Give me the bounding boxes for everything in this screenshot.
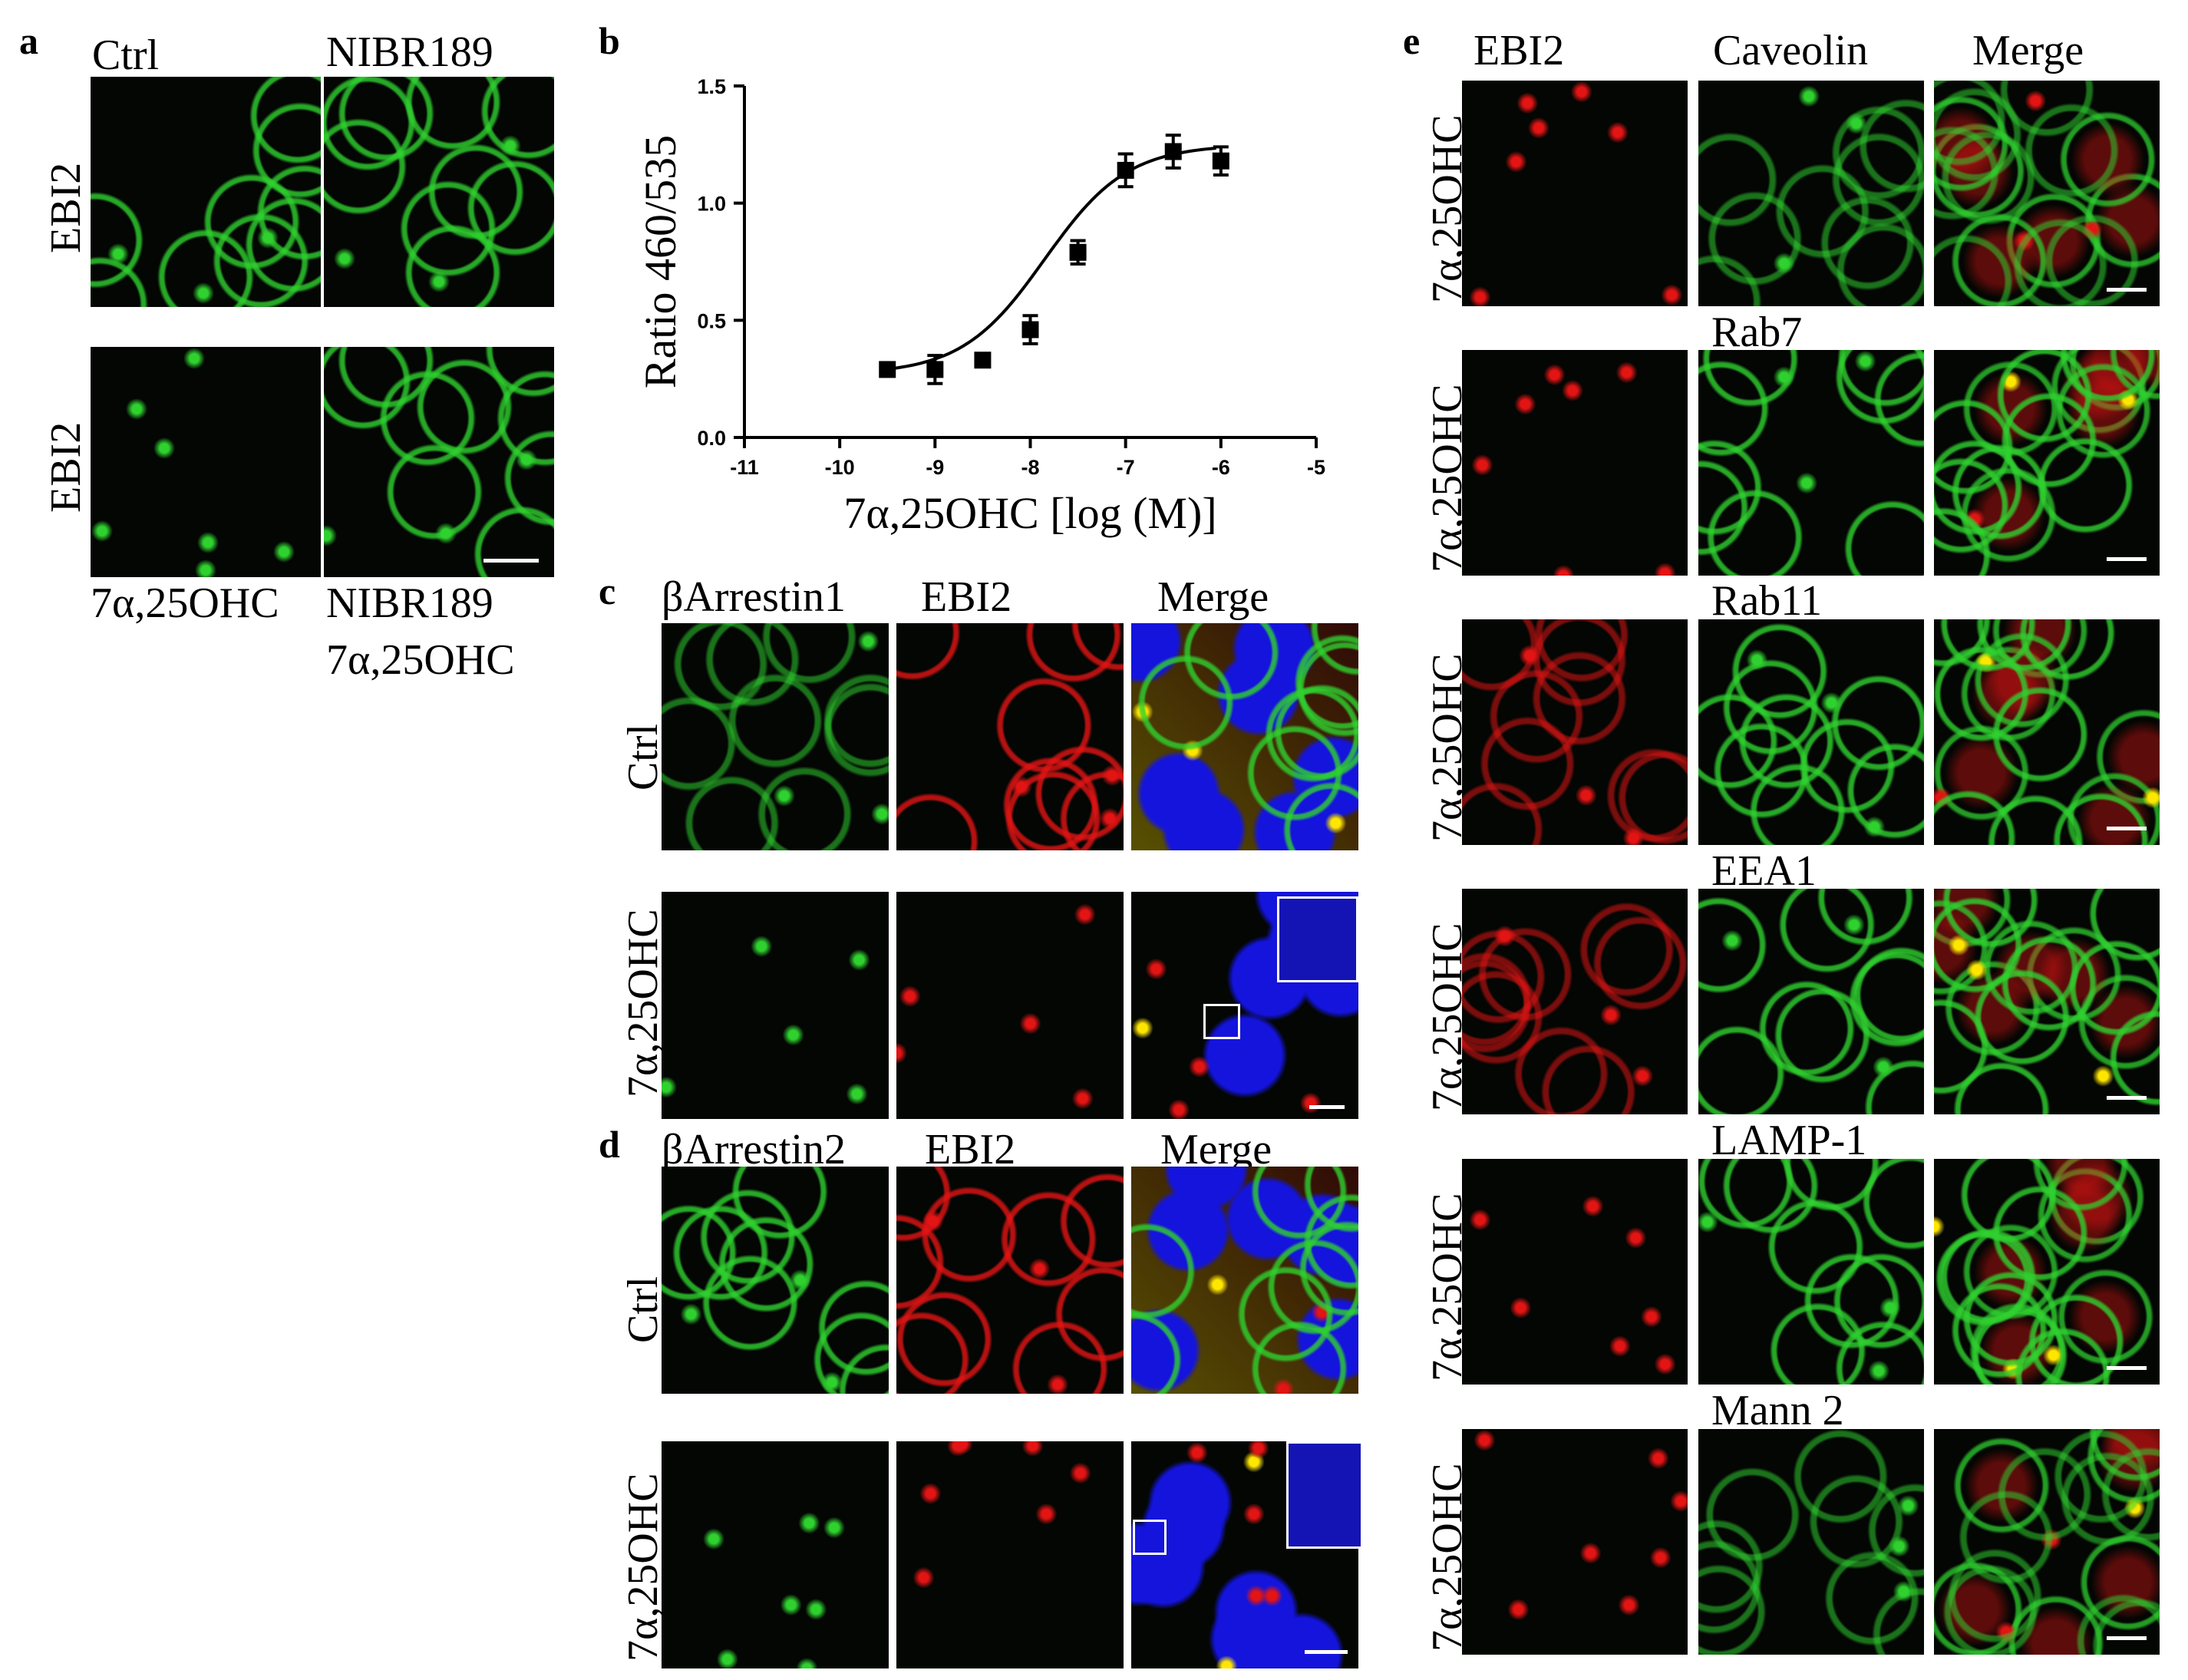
image-e-2-merge [1934,619,2160,845]
scale-bar-e-2 [2107,827,2147,830]
col-label-ebi2: EBI2 [921,573,1012,621]
zoom-box-d [1133,1520,1167,1555]
image-d-ebi2-ctrl [896,1167,1124,1394]
zoom-inset-c [1277,896,1358,982]
label-a-7a25ohc-2: 7α,25OHC [326,636,515,684]
col-label-ebi2-d: EBI2 [925,1126,1016,1173]
image-d-merge-ctrl [1131,1167,1358,1394]
y-tick-label: 1.5 [697,75,726,98]
scale-bar-d [1305,1650,1348,1654]
image-c-barrestin1-ctrl [662,623,889,850]
scale-bar-e-4 [2107,1366,2147,1370]
x-tick-label: -10 [825,456,855,479]
fit-curve [887,147,1216,371]
col-label-e-caveolin: Caveolin [1713,27,1869,74]
y-tick-label: 1.0 [697,193,726,216]
row-label-7a25ohc: 7α,25OHC [619,909,667,1097]
x-tick-label: -11 [730,456,759,479]
marker-label-4: LAMP-1 [1711,1117,1867,1164]
label-a-7a25ohc: 7α,25OHC [91,579,279,627]
panel-letter-a: a [19,19,38,62]
image-a-nibr189 [324,77,554,307]
data-point [879,361,896,378]
x-tick-label: -7 [1117,456,1135,479]
marker-label-5: Mann 2 [1711,1387,1844,1434]
col-label-ctrl: Ctrl [92,31,160,79]
image-a-7a25ohc [91,347,321,577]
marker-label-1: Rab7 [1711,309,1803,356]
data-point [1117,161,1134,179]
scale-bar-c [1309,1105,1345,1109]
scale-bar-e-5 [2107,1636,2147,1640]
image-e-4-ebi2 [1462,1159,1688,1385]
image-e-0-merge [1934,81,2160,306]
image-a-ctrl [91,77,321,307]
data-point [974,352,992,369]
image-e-2-marker [1698,619,1924,845]
col-label-barrestin1: βArrestin1 [662,573,846,621]
row-label-ctrl: Ctrl [619,723,667,790]
image-e-3-marker [1698,889,1924,1114]
col-label-nibr189: NIBR189 [326,28,493,76]
col-label-e-ebi2: EBI2 [1474,27,1565,74]
image-e-0-marker [1698,81,1924,306]
y-tick-label: 0.5 [697,309,726,332]
image-e-1-ebi2 [1462,350,1688,576]
image-e-5-merge [1934,1429,2160,1655]
scale-bar [483,559,539,563]
image-e-1-marker [1698,350,1924,576]
image-c-barrestin1-treated [662,892,889,1119]
row-label-7a25ohc-d: 7α,25OHC [619,1473,667,1662]
x-axis-title: 7α,25OHC [log (M)] [843,488,1216,538]
row-label-ctrl-d: Ctrl [619,1276,667,1343]
panel-letter-e: e [1403,19,1421,62]
x-tick-label: -6 [1212,456,1230,479]
image-a-nibr189-7a25ohc [324,347,554,577]
image-e-2-ebi2 [1462,619,1688,845]
image-e-5-marker [1698,1429,1924,1655]
col-label-merge-d: Merge [1160,1126,1272,1173]
label-a-nibr189: NIBR189 [326,579,493,627]
col-label-merge: Merge [1157,573,1269,621]
image-e-0-ebi2 [1462,81,1688,306]
scale-bar-e-3 [2107,1096,2147,1100]
marker-label-3: EEA1 [1711,847,1817,895]
image-e-4-merge [1934,1159,2160,1385]
x-tick-label: -5 [1307,456,1325,479]
image-e-4-marker [1698,1159,1924,1385]
image-e-3-merge [1934,889,2160,1114]
y-tick-label: 0.0 [697,427,726,450]
image-e-5-ebi2 [1462,1429,1688,1655]
y-axis-title: Ratio 460/535 [635,135,685,388]
col-label-e-merge: Merge [1972,27,2084,74]
x-tick-label: -9 [926,456,944,479]
image-d-barrestin2-treated [662,1441,889,1668]
scale-bar-e-0 [2107,288,2147,292]
image-d-barrestin2-ctrl [662,1167,889,1394]
image-d-merge-treated [1131,1441,1358,1668]
image-e-1-merge [1934,350,2160,576]
data-point [1069,243,1087,261]
image-c-merge-ctrl [1131,623,1358,850]
panel-letter-d: d [599,1123,620,1166]
panel-letter-c: c [599,569,616,612]
col-label-barrestin2: βArrestin2 [662,1126,846,1173]
image-d-ebi2-treated [896,1441,1124,1668]
image-c-ebi2-ctrl [896,623,1124,850]
image-c-ebi2-treated [896,892,1124,1119]
panel-letter-b: b [599,19,620,62]
x-tick-label: -8 [1021,456,1039,479]
data-point [1021,321,1039,338]
zoom-box-c [1203,1004,1240,1039]
data-point [926,361,944,378]
image-e-3-ebi2 [1462,889,1688,1114]
scale-bar-e-1 [2107,557,2147,561]
data-point [1212,152,1229,170]
data-point [1164,143,1182,160]
marker-label-2: Rab11 [1711,577,1823,625]
zoom-inset-d [1286,1441,1363,1549]
